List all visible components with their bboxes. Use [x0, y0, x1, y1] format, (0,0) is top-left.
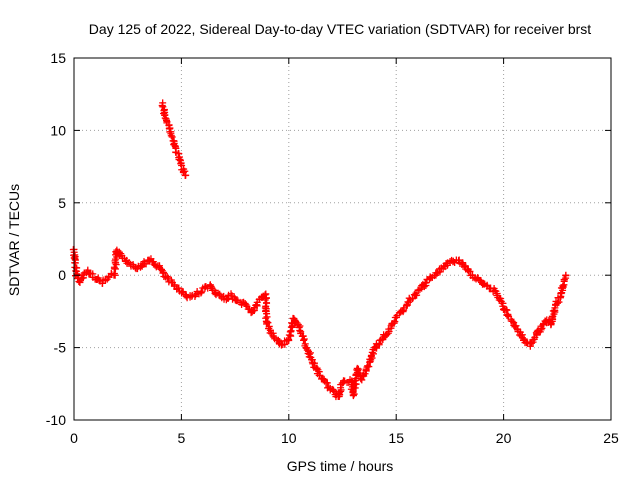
y-tick-label: 0	[58, 267, 66, 283]
data-point-marker	[167, 132, 175, 140]
data-point-marker	[466, 267, 474, 275]
data-point-marker	[365, 363, 373, 371]
data-point-marker	[182, 171, 190, 179]
y-tick-label: 5	[58, 195, 66, 211]
y-tick-label: 10	[50, 122, 66, 138]
data-point-marker	[560, 276, 568, 284]
data-point-marker	[300, 335, 308, 343]
y-tick-label: -5	[54, 340, 67, 356]
data-point-marker	[300, 336, 308, 344]
data-point-marker	[152, 263, 160, 271]
data-point-marker	[362, 366, 370, 374]
x-tick-label: 15	[388, 430, 404, 446]
x-tick-label: 0	[70, 430, 78, 446]
y-axis-title: SDTVAR / TECUs	[6, 184, 22, 296]
data-point-marker	[264, 319, 272, 327]
axis-ticks: 0 5 10 15 20 25 -10 -5 0 5 10 15	[46, 50, 619, 446]
grid-lines	[74, 58, 611, 420]
data-point-marker	[422, 279, 430, 287]
x-tick-label: 25	[603, 430, 619, 446]
data-point-marker	[530, 335, 538, 343]
data-point-marker	[270, 333, 278, 341]
data-point-marker	[76, 279, 84, 287]
x-tick-label: 10	[281, 430, 297, 446]
data-point-marker	[528, 339, 536, 347]
data-point-marker	[111, 271, 119, 279]
data-point-marker	[387, 324, 395, 332]
data-point-marker	[325, 383, 333, 391]
data-point-marker	[285, 331, 293, 339]
data-point-marker	[364, 362, 372, 370]
data-point-marker	[349, 388, 357, 396]
data-point-marker	[493, 290, 501, 298]
data-point-marker	[420, 283, 428, 291]
data-point-marker	[504, 311, 512, 319]
data-point-marker	[206, 281, 214, 289]
data-point-marker	[512, 322, 520, 330]
plot-frame	[73, 57, 612, 421]
data-point-marker	[286, 328, 294, 336]
data-point-marker	[168, 133, 176, 141]
data-point-marker	[358, 376, 366, 384]
data-point-marker	[198, 288, 206, 296]
x-tick-label: 20	[496, 430, 512, 446]
y-tick-label: -10	[46, 412, 66, 428]
chart-title: Day 125 of 2022, Sidereal Day-to-day VTE…	[89, 21, 591, 37]
data-point-marker	[192, 291, 200, 299]
data-point-marker	[455, 256, 463, 264]
data-point-marker	[547, 321, 555, 329]
data-point-marker	[262, 314, 270, 322]
data-point-marker	[502, 306, 510, 314]
data-point-marker	[375, 340, 383, 348]
data-point-marker	[242, 301, 250, 309]
x-tick-label: 5	[178, 430, 186, 446]
data-point-marker	[562, 271, 570, 279]
data-point-marker	[159, 269, 167, 277]
y-tick-label: 15	[50, 50, 66, 66]
data-point-marker	[111, 265, 119, 273]
data-point-marker	[508, 317, 516, 325]
data-points	[69, 99, 570, 401]
data-point-marker	[555, 298, 563, 306]
x-axis-title: GPS time / hours	[287, 458, 394, 474]
data-point-marker	[390, 319, 398, 327]
